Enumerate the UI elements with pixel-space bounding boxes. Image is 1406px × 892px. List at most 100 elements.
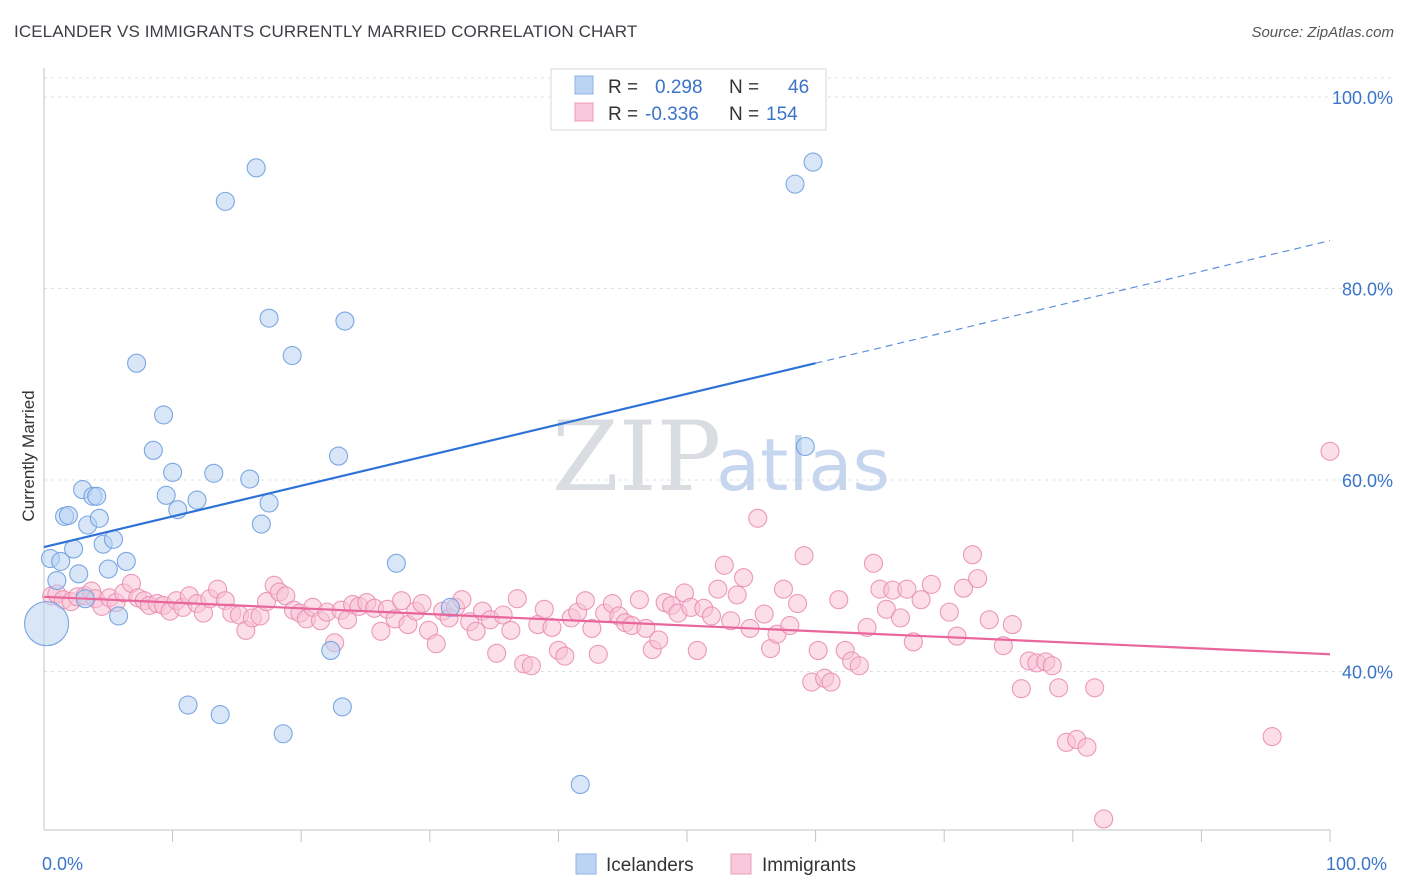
immigrants-point-76 [555, 646, 575, 666]
immigrants-point-81 [588, 644, 608, 664]
trend-lines [43, 240, 1331, 656]
immigrants-point-96 [687, 640, 707, 660]
immigrants-points [42, 441, 1340, 829]
immigrants-point-128 [903, 632, 923, 652]
immigrants-point-143 [1042, 656, 1062, 676]
y-tick-label-0: 100.0% [1332, 88, 1393, 108]
immigrants-point-130 [921, 574, 941, 594]
icelanders-point-39 [332, 697, 352, 717]
immigrants-point-68 [501, 620, 521, 640]
legend-r-label-icelanders: R = [608, 77, 638, 98]
icelanders-point-38 [328, 446, 349, 466]
icelanders-point-20 [143, 440, 163, 460]
icelanders-point-23 [163, 462, 183, 482]
icelanders-point-3 [51, 551, 71, 571]
icelanders-point-45 [785, 174, 805, 194]
bottom-legend: Icelanders Immigrants [575, 853, 856, 876]
x-tick-marks [172, 830, 1331, 842]
stats-legend-box [550, 68, 827, 131]
icelanders-point-44 [795, 436, 815, 457]
immigrants-point-131 [939, 602, 959, 622]
immigrants-point-117 [829, 590, 849, 610]
bottom-legend-label-icelanders: Icelanders [606, 855, 694, 876]
bottom-legend-swatch-immigrants [730, 853, 752, 875]
immigrants-point-71 [521, 656, 541, 676]
icelanders-point-19 [127, 353, 147, 373]
immigrants-point-135 [968, 569, 988, 589]
icelanders-point-27 [204, 463, 224, 483]
immigrants-point-148 [1085, 678, 1105, 698]
immigrants-point-49 [371, 621, 391, 641]
icelanders-point-30 [251, 514, 271, 534]
icelanders-point-36 [259, 308, 279, 328]
immigrants-point-109 [773, 579, 794, 599]
y-tick-label-1: 80.0% [1342, 280, 1393, 300]
icelanders-point-41 [386, 553, 406, 573]
bottom-legend-label-immigrants: Immigrants [762, 855, 856, 876]
y-tick-labels: 100.0% 80.0% 60.0% 40.0% [1332, 88, 1393, 683]
immigrants-point-67 [493, 605, 513, 625]
immigrants-point-151 [1320, 441, 1340, 461]
icelanders-point-29 [240, 469, 260, 489]
icelanders-trend-extension [815, 240, 1331, 364]
immigrants-point-137 [993, 636, 1013, 656]
immigrants-point-73 [534, 599, 554, 619]
immigrants-point-99 [708, 579, 728, 599]
immigrants-point-52 [391, 591, 412, 611]
legend-r-value-icelanders: 0.298 [655, 77, 703, 98]
watermark-zip: ZIP [552, 401, 721, 513]
icelanders-point-33 [282, 345, 302, 366]
icelanders-point-13 [89, 508, 109, 528]
immigrants-point-98 [701, 606, 721, 626]
icelanders-point-7 [69, 564, 89, 584]
legend-swatch-icelanders [574, 75, 594, 95]
icelanders-point-43 [570, 774, 590, 795]
icelanders-point-22 [156, 485, 176, 505]
immigrants-point-116 [821, 672, 841, 692]
icelanders-point-42 [440, 597, 460, 617]
immigrants-point-144 [1049, 678, 1069, 698]
legend-n-value-icelanders: 46 [788, 77, 809, 98]
immigrants-point-136 [979, 610, 999, 630]
icelanders-point-25 [178, 695, 198, 715]
icelanders-point-32 [273, 724, 293, 744]
immigrants-point-74 [542, 617, 562, 638]
immigrants-point-111 [788, 593, 808, 614]
immigrants-point-121 [857, 617, 877, 638]
icelanders-point-46 [803, 152, 823, 172]
immigrants-point-102 [727, 585, 747, 605]
legend-n-label-immigrants: N = [729, 104, 759, 125]
x-tick-label-min: 0.0% [42, 854, 83, 874]
immigrants-point-105 [748, 508, 768, 528]
immigrants-trend-line [43, 595, 1331, 656]
icelanders-point-37 [321, 640, 341, 660]
icelanders-point-5 [58, 505, 78, 525]
icelanders-point-31 [259, 493, 279, 513]
legend-n-label-icelanders: N = [729, 77, 759, 98]
icelanders-point-21 [154, 405, 174, 425]
icelanders-point-17 [109, 606, 129, 626]
y-tick-label-2: 60.0% [1342, 471, 1393, 491]
immigrants-point-139 [1011, 679, 1031, 699]
legend-r-label-immigrants: R = [608, 104, 638, 125]
immigrants-point-80 [582, 618, 602, 638]
bottom-legend-swatch-icelanders [575, 853, 597, 875]
x-tick-label-max: 100.0% [1326, 854, 1387, 874]
icelanders-point-28 [210, 705, 230, 725]
immigrants-point-69 [507, 589, 527, 609]
immigrants-point-110 [780, 615, 800, 636]
icelanders-point-40 [335, 311, 355, 331]
icelanders-point-12 [87, 486, 107, 506]
legend-n-value-immigrants: 154 [766, 104, 798, 125]
immigrants-point-66 [487, 643, 507, 663]
immigrants-point-112 [794, 546, 814, 566]
watermark-atlas: atlas [716, 423, 890, 507]
icelanders-point-0 [24, 601, 70, 647]
immigrants-point-114 [808, 640, 828, 660]
legend-swatch-immigrants [574, 102, 594, 122]
source-label: Source: ZipAtlas.com [1251, 24, 1394, 41]
immigrants-point-90 [649, 630, 669, 650]
icelanders-point-18 [116, 551, 136, 571]
watermark: ZIP atlas [552, 401, 890, 513]
